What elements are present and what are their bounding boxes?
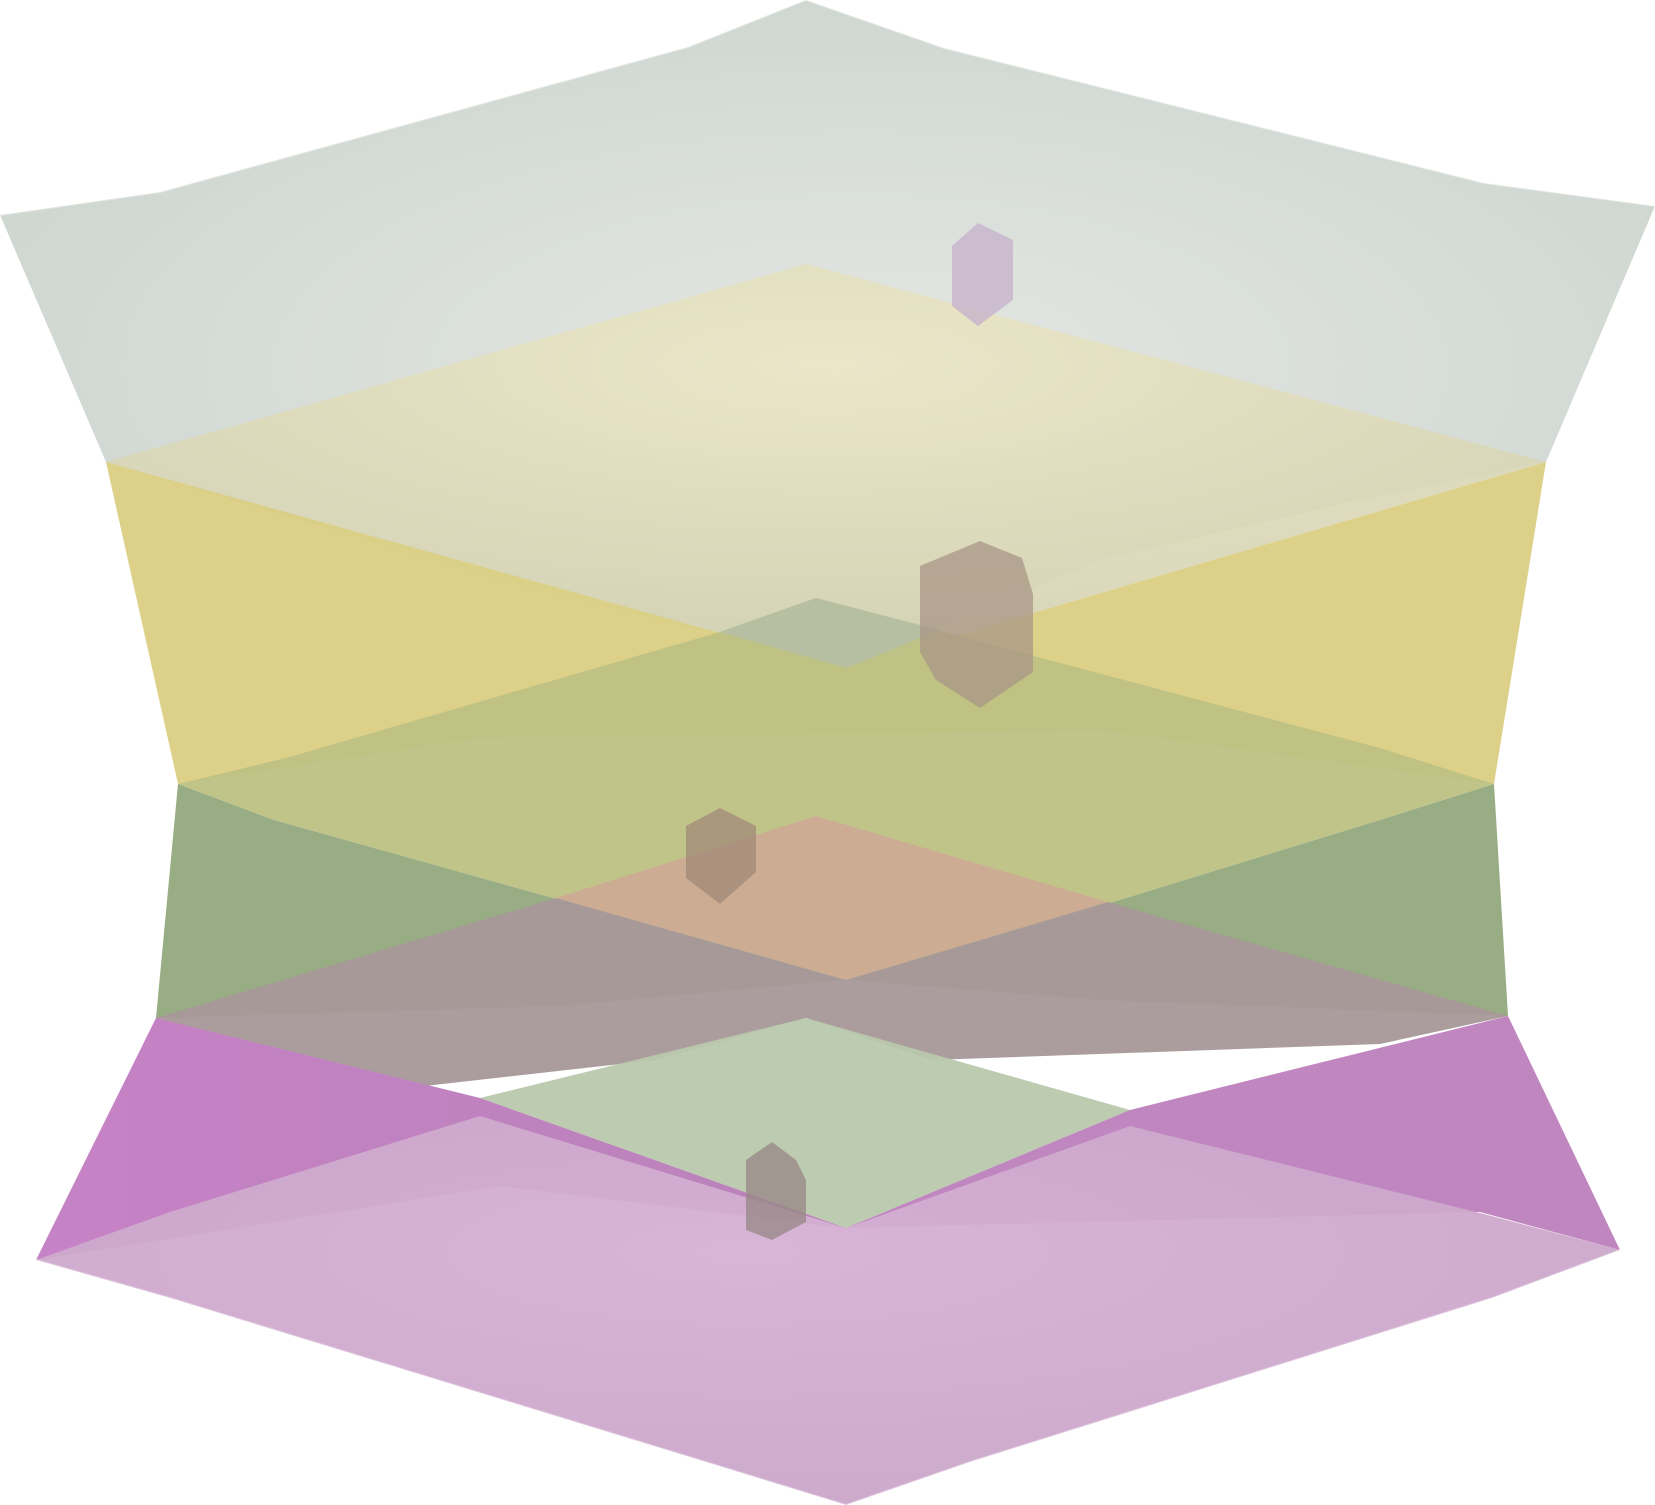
taupe-inclusion-large bbox=[920, 541, 1033, 708]
taupe-inclusion-bottom bbox=[746, 1142, 806, 1240]
olive-floor bbox=[178, 598, 1494, 980]
lilac-floor bbox=[36, 1116, 1620, 1505]
top-rim bbox=[0, 0, 1655, 216]
bottom-rim bbox=[35, 1249, 1621, 1505]
lilac-inclusion bbox=[952, 223, 1013, 326]
taupe-inclusion-small bbox=[686, 808, 756, 904]
inclusions bbox=[686, 223, 1033, 1240]
mauve-overlap bbox=[156, 898, 1508, 1100]
olive-floor-tip bbox=[720, 598, 940, 668]
sage-floor bbox=[480, 1018, 1130, 1228]
cream-floor bbox=[106, 264, 1546, 668]
